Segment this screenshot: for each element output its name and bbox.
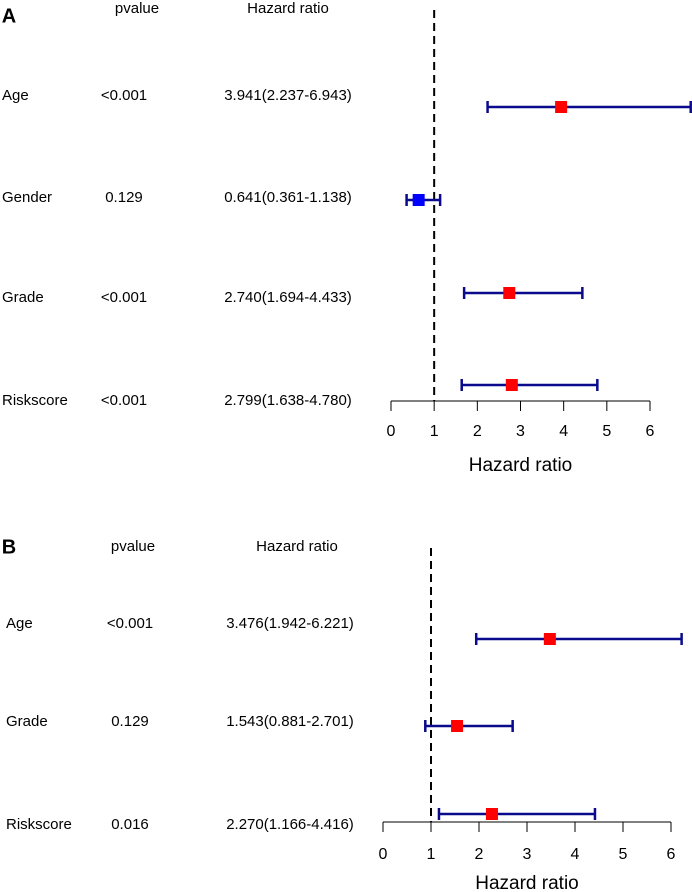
variable-label: Grade bbox=[6, 713, 48, 730]
pvalue-value: 0.129 bbox=[105, 189, 143, 206]
hazard-ratio-marker bbox=[503, 287, 516, 299]
forest-row-gender: Gender 0.129 0.641(0.361-1.138) bbox=[2, 189, 442, 206]
variable-label: Grade bbox=[2, 289, 44, 306]
forest-row-riskscore: Riskscore 0.016 2.270(1.166-4.416) bbox=[6, 808, 597, 833]
variable-label: Age bbox=[2, 87, 29, 104]
x-tick-label: 6 bbox=[667, 846, 676, 863]
x-tick-label: 4 bbox=[571, 846, 580, 863]
variable-label: Riskscore bbox=[6, 816, 72, 833]
x-tick-label: 5 bbox=[619, 846, 628, 863]
pvalue-value: <0.001 bbox=[107, 615, 153, 632]
x-tick-label: 0 bbox=[379, 846, 388, 863]
pvalue-header: pvalue bbox=[115, 0, 159, 17]
variable-label: Age bbox=[6, 615, 33, 632]
x-tick-label: 5 bbox=[602, 423, 611, 440]
hazard-ratio-text: 2.270(1.166-4.416) bbox=[226, 816, 354, 833]
x-tick-label: 1 bbox=[430, 423, 439, 440]
hazard-ratio-text: 3.941(2.237-6.943) bbox=[224, 87, 352, 104]
hazard-ratio-text: 2.799(1.638-4.780) bbox=[224, 392, 352, 409]
x-tick-label: 1 bbox=[427, 846, 436, 863]
forest-row-riskscore: Riskscore <0.001 2.799(1.638-4.780) bbox=[2, 379, 599, 409]
forest-row-grade: Grade 0.129 1.543(0.881-2.701) bbox=[6, 713, 514, 732]
x-tick-label: 3 bbox=[523, 846, 532, 863]
pvalue-value: 0.129 bbox=[111, 713, 149, 730]
hazard-ratio-header: Hazard ratio bbox=[256, 538, 338, 555]
x-tick-label: 0 bbox=[387, 423, 396, 440]
pvalue-value: <0.001 bbox=[101, 392, 147, 409]
forest-row-grade: Grade <0.001 2.740(1.694-4.433) bbox=[2, 287, 584, 306]
x-tick-label: 6 bbox=[646, 423, 655, 440]
hazard-ratio-marker bbox=[412, 194, 425, 206]
panel-label: A bbox=[2, 5, 16, 27]
hazard-ratio-marker bbox=[505, 379, 518, 391]
variable-label: Gender bbox=[2, 189, 52, 206]
hazard-ratio-text: 3.476(1.942-6.221) bbox=[226, 615, 354, 632]
hazard-ratio-marker bbox=[485, 808, 498, 820]
forest-row-age: Age <0.001 3.941(2.237-6.943) bbox=[2, 87, 692, 113]
hazard-ratio-text: 1.543(0.881-2.701) bbox=[226, 713, 354, 730]
hazard-ratio-header: Hazard ratio bbox=[247, 0, 329, 17]
pvalue-header: pvalue bbox=[111, 538, 155, 555]
hazard-ratio-marker bbox=[451, 720, 464, 732]
hazard-ratio-marker bbox=[555, 101, 568, 113]
forest-row-age: Age <0.001 3.476(1.942-6.221) bbox=[6, 615, 683, 645]
x-tick-label: 4 bbox=[559, 423, 568, 440]
hazard-ratio-marker bbox=[543, 633, 556, 645]
hazard-ratio-text: 0.641(0.361-1.138) bbox=[224, 189, 352, 206]
hazard-ratio-text: 2.740(1.694-4.433) bbox=[224, 289, 352, 306]
variable-label: Riskscore bbox=[2, 392, 68, 409]
x-axis-label: Hazard ratio bbox=[469, 455, 573, 476]
panel-label: B bbox=[2, 536, 16, 558]
pvalue-value: <0.001 bbox=[101, 289, 147, 306]
pvalue-value: 0.016 bbox=[111, 816, 149, 833]
x-tick-label: 2 bbox=[473, 423, 482, 440]
x-axis-label: Hazard ratio bbox=[475, 873, 579, 892]
x-tick-label: 3 bbox=[516, 423, 525, 440]
x-tick-label: 2 bbox=[475, 846, 484, 863]
pvalue-value: <0.001 bbox=[101, 87, 147, 104]
